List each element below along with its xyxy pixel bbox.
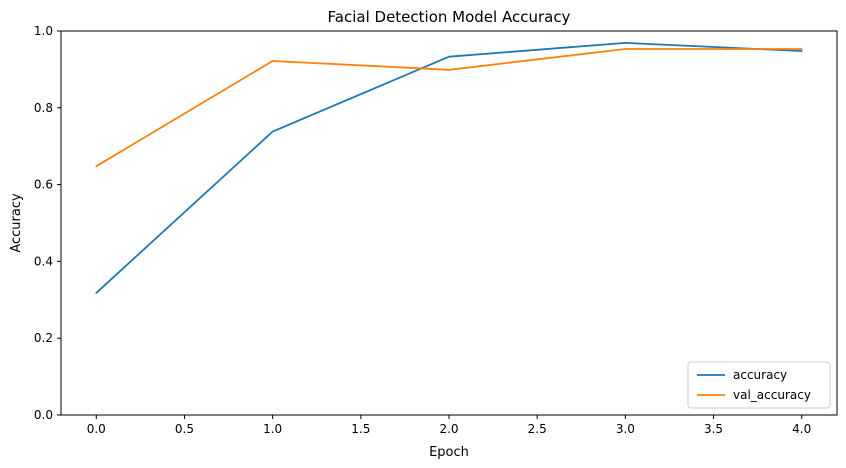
legend-label-accuracy: accuracy xyxy=(733,368,787,382)
legend-label-val-accuracy: val_accuracy xyxy=(733,388,811,402)
y-tick-label: 0.2 xyxy=(34,331,53,345)
x-tick-label: 1.5 xyxy=(351,422,370,436)
y-axis-label: Accuracy xyxy=(9,193,24,253)
x-tick-label: 0.0 xyxy=(87,422,106,436)
series-line-accuracy xyxy=(95,42,803,294)
x-tick-label: 4.0 xyxy=(792,422,811,436)
y-tick-label: 0.0 xyxy=(34,408,53,422)
y-tick-label: 0.8 xyxy=(34,101,53,115)
legend-box xyxy=(687,361,831,409)
legend-items: accuracy val_accuracy xyxy=(697,368,811,402)
series-line-val-accuracy xyxy=(95,48,803,168)
x-tick-label: 3.5 xyxy=(704,422,723,436)
y-tick-label: 0.6 xyxy=(34,178,53,192)
x-tick-label: 3.0 xyxy=(616,422,635,436)
x-axis-ticks: 0.0 0.5 1.0 1.5 2.0 2.5 3.0 3.5 4.0 xyxy=(87,415,811,436)
series-lines xyxy=(95,42,803,294)
x-axis-label: Epoch xyxy=(429,445,469,460)
x-tick-label: 0.5 xyxy=(175,422,194,436)
legend: accuracy val_accuracy xyxy=(687,361,831,409)
x-tick-label: 2.0 xyxy=(439,422,458,436)
y-axis-ticks: 0.0 0.2 0.4 0.6 0.8 1.0 xyxy=(34,24,61,422)
y-tick-label: 1.0 xyxy=(34,24,53,38)
x-tick-label: 2.5 xyxy=(528,422,547,436)
y-tick-label: 0.4 xyxy=(34,254,53,268)
plot-area: 0.0 0.5 1.0 1.5 2.0 2.5 3.0 3.5 4.0 0.0 0.2 0.4 0.6… xyxy=(34,24,838,436)
x-tick-label: 1.0 xyxy=(263,422,282,436)
chart-title: Facial Detection Model Accuracy xyxy=(328,8,571,26)
axes-frame xyxy=(60,30,838,416)
